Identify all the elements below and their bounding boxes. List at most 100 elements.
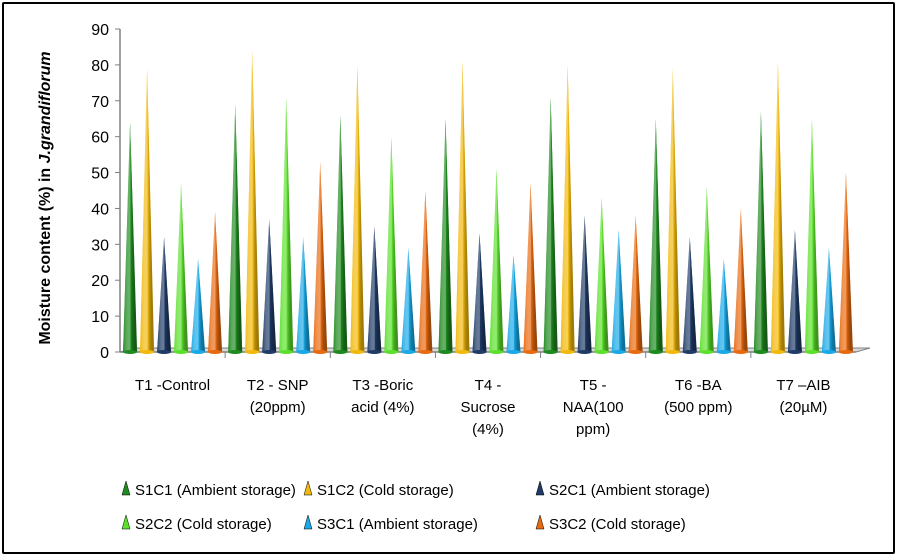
cone-bar-shade	[665, 68, 680, 352]
cone-base	[157, 350, 172, 354]
y-tick-label: 70	[91, 94, 109, 111]
cone-base	[770, 350, 785, 354]
cone-base	[543, 350, 558, 354]
category-label: (4%)	[472, 421, 504, 438]
cone-base	[208, 350, 223, 354]
bars-layer	[123, 50, 853, 354]
cone-bar-shade	[174, 183, 189, 352]
category-label: T5 -	[580, 377, 607, 394]
cone-base	[753, 350, 768, 354]
cone-bar-shade	[628, 215, 643, 352]
cone-bar-shade	[384, 136, 399, 352]
category-label: T1 -Control	[135, 377, 210, 394]
cone-bar-shade	[489, 168, 504, 352]
cone-bar-shade	[648, 118, 663, 352]
category-label: NAA(100	[563, 399, 624, 416]
y-tick-label: 60	[91, 130, 109, 147]
cone-base	[628, 350, 643, 354]
cone-bar-shade	[350, 64, 365, 352]
cone-bar-shade	[333, 115, 348, 352]
cone-bar-shade	[753, 111, 768, 353]
legend-item: S3C2 (Cold storage)	[535, 514, 686, 533]
cone-base	[262, 350, 277, 354]
cone-bar-shade	[543, 97, 558, 352]
cone-base	[191, 350, 206, 354]
cone-bar-shade	[594, 197, 609, 352]
legend-item: S2C2 (Cold storage)	[121, 514, 272, 533]
cone-base	[804, 350, 819, 354]
cone-base	[560, 350, 575, 354]
category-label: T6 -BA	[675, 377, 722, 394]
cone-bar-shade	[560, 64, 575, 352]
legend-item: S1C1 (Ambient storage)	[121, 480, 296, 499]
cone-base	[279, 350, 294, 354]
cone-bar-shade	[770, 61, 785, 353]
cone-bar-shade	[455, 61, 470, 353]
legend-label: S2C2 (Cold storage)	[135, 516, 272, 533]
cone-base	[489, 350, 504, 354]
y-axis-title: Moisture content (%) in J.grandiflorum	[37, 51, 54, 344]
cone-bar-shade	[157, 237, 172, 352]
cone-base	[733, 350, 748, 354]
legend-item: S1C2 (Cold storage)	[303, 480, 454, 499]
category-label: (20ppm)	[250, 399, 306, 416]
cone-base	[367, 350, 382, 354]
legend-label: S2C1 (Ambient storage)	[549, 482, 710, 499]
category-label: (500 ppm)	[664, 399, 732, 416]
cone-bar-shade	[279, 97, 294, 352]
category-label: (20µM)	[780, 399, 828, 416]
cone-bar-shade	[577, 215, 592, 352]
y-tick-label: 40	[91, 201, 109, 218]
cone-base	[682, 350, 697, 354]
category-label: T2 - SNP	[247, 377, 309, 394]
cone-base	[577, 350, 592, 354]
cone-base	[665, 350, 680, 354]
y-tick-label: 30	[91, 237, 109, 254]
cone-base	[296, 350, 311, 354]
cone-bar-shade	[418, 190, 433, 352]
legend-swatch	[303, 514, 313, 530]
cone-bar-shade	[472, 233, 487, 352]
category-label: acid (4%)	[351, 399, 414, 416]
cone-base	[787, 350, 802, 354]
cone-bar-shade	[140, 68, 155, 352]
cone-bar-shade	[191, 258, 206, 352]
cone-base	[438, 350, 453, 354]
legend-label: S1C2 (Cold storage)	[317, 482, 454, 499]
cone-base	[821, 350, 836, 354]
cone-base	[384, 350, 399, 354]
cone-base	[455, 350, 470, 354]
legend-swatch	[121, 514, 131, 530]
cone-bar-shade	[733, 208, 748, 352]
cone-bar-shade	[296, 237, 311, 352]
legend-label: S3C2 (Cold storage)	[549, 516, 686, 533]
cone-bar-shade	[313, 161, 328, 352]
y-tick-label: 10	[91, 309, 109, 326]
cone-base	[174, 350, 189, 354]
cone-base	[418, 350, 433, 354]
category-label: T4 -	[475, 377, 502, 394]
category-label: T3 -Boric	[352, 377, 413, 394]
category-label: Sucrose	[460, 399, 515, 416]
legend-swatch	[303, 480, 313, 496]
cone-base	[838, 350, 853, 354]
legend-label: S1C1 (Ambient storage)	[135, 482, 296, 499]
cone-base	[140, 350, 155, 354]
cone-base	[648, 350, 663, 354]
cone-base	[228, 350, 243, 354]
legend-item: S3C1 (Ambient storage)	[303, 514, 478, 533]
legend: S1C1 (Ambient storage) S1C2 (Cold storage…	[121, 480, 710, 533]
cone-base	[313, 350, 328, 354]
cone-bar-shade	[611, 229, 626, 352]
legend-swatch	[535, 480, 545, 496]
y-tick-label: 50	[91, 166, 109, 183]
category-label: ppm)	[576, 421, 610, 438]
category-label: T7 –AIB	[776, 377, 830, 394]
y-tick-label: 80	[91, 58, 109, 75]
legend-swatch	[121, 480, 131, 496]
cone-bar-shade	[716, 258, 731, 352]
cone-bar-shade	[438, 118, 453, 352]
cone-base	[594, 350, 609, 354]
cone-bar-shade	[228, 104, 243, 352]
y-tick-label: 90	[91, 22, 109, 39]
